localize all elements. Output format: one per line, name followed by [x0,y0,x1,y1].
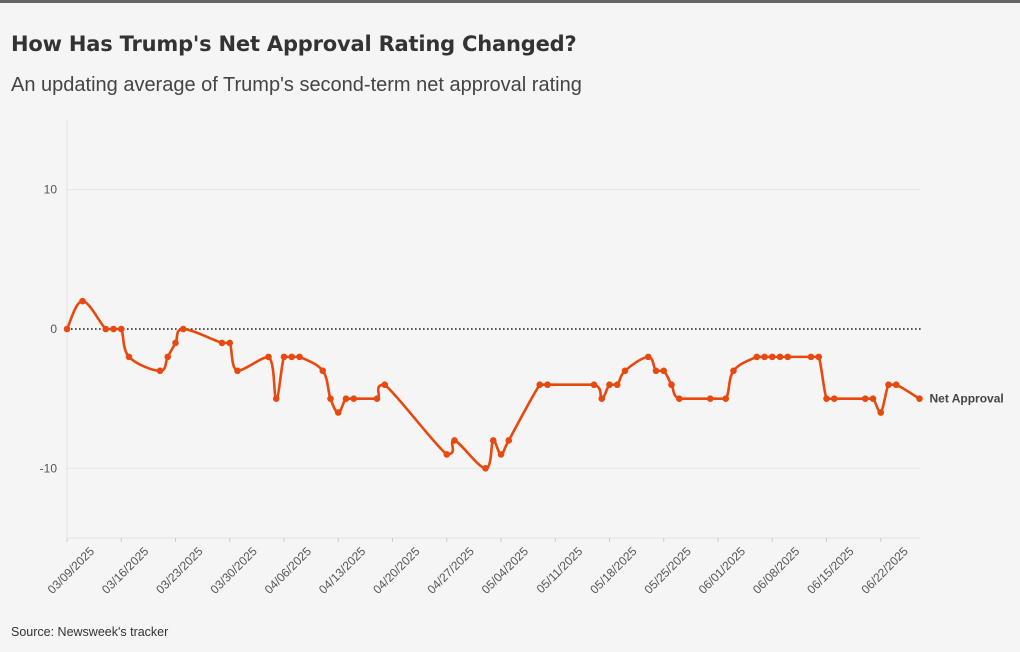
data-point [885,381,892,389]
source-note: Source: Newsweek's tracker [11,625,169,639]
data-point [350,395,358,402]
data-point [334,409,342,416]
data-point [869,395,877,402]
data-point [125,353,133,361]
x-tick-label: 04/27/2025 [425,544,478,597]
data-point [296,353,303,361]
data-point [706,395,714,402]
data-point [776,353,784,361]
x-tick-label: 06/22/2025 [859,544,912,597]
data-point [505,437,513,444]
data-point [722,395,730,402]
x-tick-label: 03/23/2025 [153,544,206,597]
data-point [319,367,327,375]
data-point [892,381,900,389]
data-point [79,297,86,305]
data-point [544,381,551,389]
data-point [590,381,598,389]
data-point [482,465,489,472]
data-point [280,353,288,361]
data-point [226,339,234,347]
data-point [877,409,885,416]
data-point [164,353,172,361]
chart-subtitle: An updating average of Trump's second-te… [11,74,582,96]
data-point [730,367,737,375]
chart-title: How Has Trump's Net Approval Rating Chan… [11,32,577,56]
x-tick-label: 06/15/2025 [804,544,857,597]
data-point [489,437,497,444]
label-layer: Net Approval [930,392,1004,406]
x-tick-label: 04/13/2025 [316,544,369,597]
data-point [784,353,792,361]
data-point [598,395,606,402]
data-point [536,381,544,389]
data-point [675,395,683,402]
data-point [861,395,869,402]
data-point [179,325,187,333]
data-point [156,367,164,375]
grid-layer [67,189,921,469]
data-point [660,367,668,375]
data-point [644,353,652,361]
data-point [621,367,629,375]
data-point [613,381,621,389]
y-tick-label: 0 [50,322,57,336]
x-tick-label: 04/06/2025 [262,544,315,597]
data-point [234,367,241,375]
data-point [342,395,350,402]
data-point [916,395,923,402]
data-point [172,339,179,347]
data-point [117,325,125,333]
data-point [668,381,675,389]
line-chart: 10 0 -10 03/09/2025 03/16/2025 03/23/2025 03/3… [40,120,1004,597]
data-point [443,451,451,458]
data-point [815,353,823,361]
data-point [807,353,815,361]
series-end-label: Net Approval [930,392,1004,406]
x-tick-label: 03/16/2025 [99,544,152,597]
data-point [327,395,334,402]
x-tick-label: 03/09/2025 [45,544,98,597]
x-tick-label: 05/04/2025 [479,544,532,597]
data-point [63,325,71,333]
data-point [381,381,389,389]
data-point [761,353,768,361]
series-layer [63,297,923,472]
data-point [606,381,613,389]
y-tick-label: -10 [40,461,58,475]
data-point [753,353,761,361]
data-point [823,395,830,402]
x-tick-label: 05/11/2025 [534,544,586,596]
x-tick-label: 05/25/2025 [642,544,695,597]
data-point [451,437,458,444]
data-point [652,367,660,375]
data-point [288,353,296,361]
y-tick-label: 10 [44,183,58,197]
data-point [218,339,226,347]
data-point [102,325,110,333]
data-point [497,451,505,458]
data-point [768,353,776,361]
x-tick-label: 03/30/2025 [208,544,261,597]
x-tick-label: 06/01/2025 [696,544,749,597]
data-point [272,395,280,402]
x-tick-label: 06/08/2025 [750,544,803,597]
data-point [830,395,838,402]
x-tick-label: 05/18/2025 [587,544,640,597]
data-point [373,395,381,402]
top-rule [0,0,1020,3]
data-point [265,353,272,361]
x-tick-label: 04/20/2025 [370,544,423,597]
data-point [110,325,117,333]
